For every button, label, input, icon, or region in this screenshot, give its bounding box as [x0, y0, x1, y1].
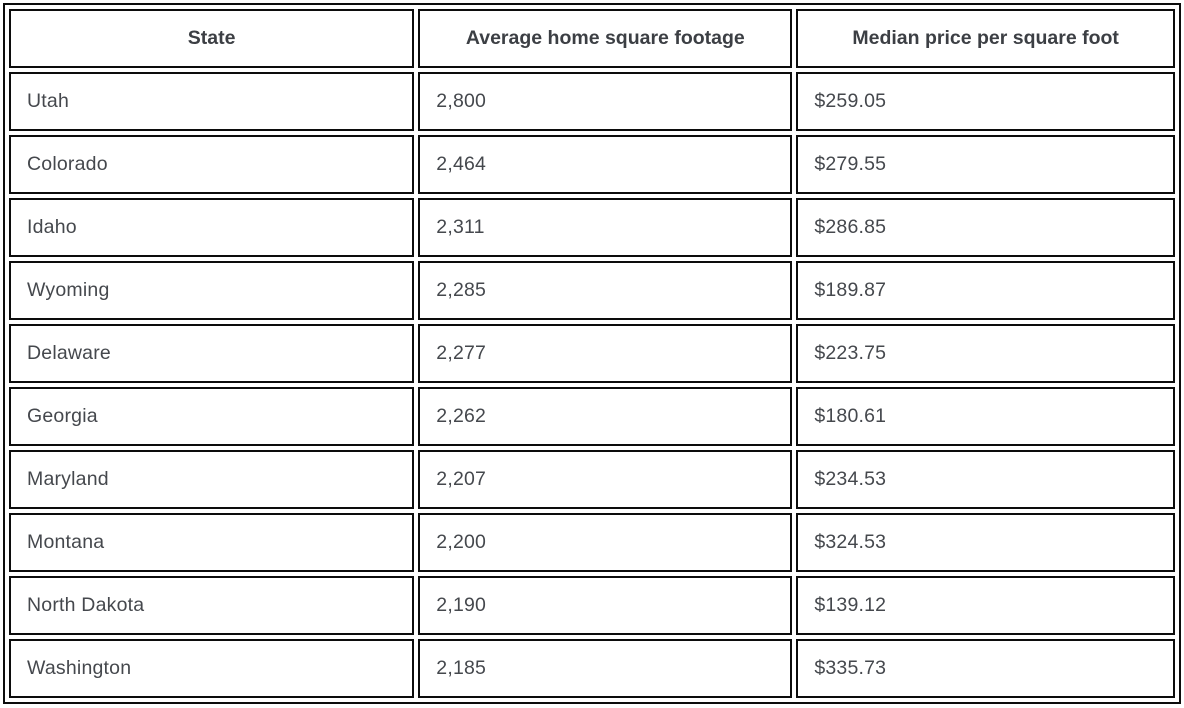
cell-sqft: 2,285: [418, 261, 793, 320]
cell-state: Washington: [9, 639, 415, 698]
cell-price: $223.75: [796, 324, 1175, 383]
cell-state: Delaware: [9, 324, 415, 383]
table-row: Wyoming 2,285 $189.87: [9, 261, 1175, 320]
cell-sqft: 2,800: [418, 72, 793, 131]
cell-sqft: 2,200: [418, 513, 793, 572]
home-price-table: State Average home square footage Median…: [3, 3, 1181, 704]
cell-sqft: 2,277: [418, 324, 793, 383]
table-row: Maryland 2,207 $234.53: [9, 450, 1175, 509]
cell-state: Georgia: [9, 387, 415, 446]
cell-state: Idaho: [9, 198, 415, 257]
cell-state: Utah: [9, 72, 415, 131]
cell-price: $189.87: [796, 261, 1175, 320]
header-row: State Average home square footage Median…: [9, 9, 1175, 68]
cell-state: North Dakota: [9, 576, 415, 635]
column-header-sqft: Average home square footage: [418, 9, 793, 68]
cell-sqft: 2,190: [418, 576, 793, 635]
table-row: Idaho 2,311 $286.85: [9, 198, 1175, 257]
cell-price: $335.73: [796, 639, 1175, 698]
table-row: Washington 2,185 $335.73: [9, 639, 1175, 698]
cell-state: Colorado: [9, 135, 415, 194]
cell-state: Montana: [9, 513, 415, 572]
cell-sqft: 2,207: [418, 450, 793, 509]
cell-price: $324.53: [796, 513, 1175, 572]
column-header-price: Median price per square foot: [796, 9, 1175, 68]
cell-price: $139.12: [796, 576, 1175, 635]
cell-sqft: 2,185: [418, 639, 793, 698]
cell-price: $279.55: [796, 135, 1175, 194]
table-row: Delaware 2,277 $223.75: [9, 324, 1175, 383]
cell-state: Wyoming: [9, 261, 415, 320]
table-row: Montana 2,200 $324.53: [9, 513, 1175, 572]
table-row: North Dakota 2,190 $139.12: [9, 576, 1175, 635]
cell-sqft: 2,464: [418, 135, 793, 194]
table-row: Georgia 2,262 $180.61: [9, 387, 1175, 446]
column-header-state: State: [9, 9, 415, 68]
cell-price: $234.53: [796, 450, 1175, 509]
cell-price: $286.85: [796, 198, 1175, 257]
cell-price: $259.05: [796, 72, 1175, 131]
table-header: State Average home square footage Median…: [9, 9, 1175, 68]
cell-state: Maryland: [9, 450, 415, 509]
cell-sqft: 2,262: [418, 387, 793, 446]
table-row: Colorado 2,464 $279.55: [9, 135, 1175, 194]
table-body: Utah 2,800 $259.05 Colorado 2,464 $279.5…: [9, 72, 1175, 698]
cell-sqft: 2,311: [418, 198, 793, 257]
cell-price: $180.61: [796, 387, 1175, 446]
table-row: Utah 2,800 $259.05: [9, 72, 1175, 131]
